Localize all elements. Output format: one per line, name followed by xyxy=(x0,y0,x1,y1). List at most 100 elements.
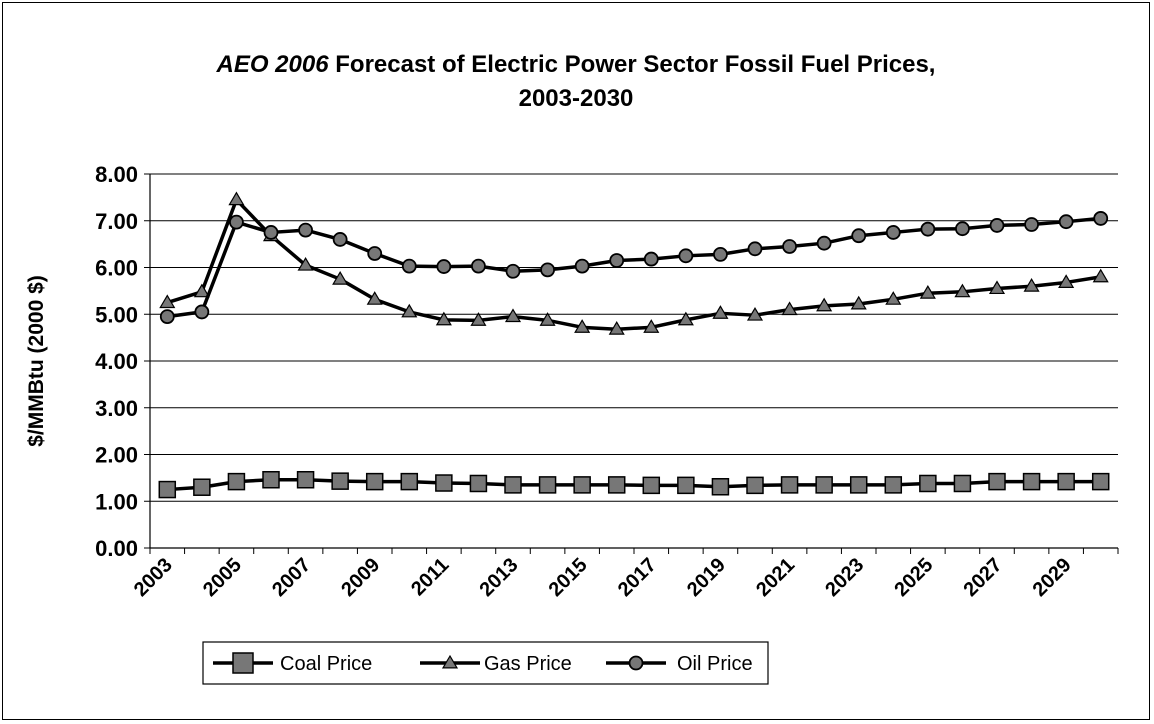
coal-price-point xyxy=(469,474,488,493)
chart-title-text: Forecast of Electric Power Sector Fossil… xyxy=(335,51,936,78)
legend-gas-price-marker xyxy=(441,654,459,669)
coal-price-point xyxy=(1022,472,1041,491)
oil-price-point xyxy=(713,247,728,262)
coal-price-point xyxy=(296,470,315,489)
y-tick-label: 7.00 xyxy=(95,209,138,234)
coal-price-point xyxy=(677,476,695,495)
coal-price-point xyxy=(919,474,937,493)
coal-price-point xyxy=(573,476,591,494)
gas-price-point xyxy=(712,305,729,319)
coal-price-point xyxy=(642,476,661,495)
x-tick-label: 2011 xyxy=(407,554,453,600)
x-tick-label: 2021 xyxy=(752,554,799,601)
x-tick-label: 2017 xyxy=(614,554,661,601)
gas-price-point xyxy=(850,295,867,310)
coal-price-point xyxy=(400,472,419,491)
coal-price-point xyxy=(884,476,903,494)
chart-title: AEO 2006 Forecast of Electric Power Sect… xyxy=(3,48,1149,116)
coal-price-point xyxy=(815,476,833,494)
oil-price-point xyxy=(263,225,279,240)
oil-price-point xyxy=(574,258,590,274)
oil-price-point xyxy=(332,232,348,247)
coal-price-point xyxy=(1091,472,1110,491)
coal-price-point xyxy=(1057,472,1075,491)
y-tick-label: 3.00 xyxy=(95,396,138,421)
y-tick-label: 0.00 xyxy=(95,536,138,561)
gas-price-point xyxy=(1023,278,1040,292)
gas-price-point xyxy=(1058,274,1075,288)
gas-price-point xyxy=(988,280,1006,295)
coal-price-point xyxy=(158,480,177,499)
legend-oil-price-marker xyxy=(628,655,644,671)
oil-price-point xyxy=(885,225,901,240)
legend-gas-price-label: Gas Price xyxy=(484,653,572,675)
gas-price-point xyxy=(919,285,936,299)
gas-price-point xyxy=(1092,268,1109,283)
gas-price-point xyxy=(435,311,452,326)
x-tick-label: 2007 xyxy=(268,554,315,601)
gas-price-point xyxy=(574,319,591,333)
gas-price-point xyxy=(366,291,383,305)
y-axis-label: $/MMBtu (2000 $) xyxy=(25,275,48,447)
gas-price-point xyxy=(228,191,245,206)
oil-price-point xyxy=(540,262,555,278)
x-tick-label: 2009 xyxy=(337,554,384,601)
oil-price-point xyxy=(851,228,867,244)
gas-price-point xyxy=(470,312,487,326)
gas-price-point xyxy=(159,294,176,309)
x-tick-label: 2013 xyxy=(476,554,523,601)
coal-price-point xyxy=(365,472,384,491)
oil-price-point xyxy=(989,218,1005,233)
gas-price-point xyxy=(746,307,764,321)
gas-price-point xyxy=(539,312,556,326)
coal-price-point xyxy=(504,476,522,494)
legend-oil-price-label: Oil Price xyxy=(677,653,753,675)
oil-price-line xyxy=(167,216,1101,319)
gas-price-point xyxy=(193,283,210,298)
oil-price-point xyxy=(298,222,313,238)
coal-price-point xyxy=(953,474,972,493)
x-tick-label: 2015 xyxy=(545,554,592,601)
gas-price-point xyxy=(677,311,694,326)
oil-price-point xyxy=(401,258,417,274)
oil-price-point xyxy=(1024,217,1039,232)
coal-price-point xyxy=(193,478,211,496)
oil-price-point xyxy=(782,239,797,254)
gas-price-point xyxy=(954,283,971,298)
x-tick-label: 2023 xyxy=(821,554,868,601)
coal-price-point xyxy=(331,472,349,490)
legend xyxy=(202,641,769,685)
oil-price-point xyxy=(747,241,763,257)
oil-price-point xyxy=(436,259,452,274)
x-tick-label: 2003 xyxy=(130,554,177,601)
chart-title-prefix: AEO 2006 xyxy=(216,51,329,78)
oil-price-point xyxy=(229,214,244,230)
gas-price-point xyxy=(332,271,349,285)
oil-price-point xyxy=(505,263,521,279)
oil-price-point xyxy=(159,309,175,324)
gas-price-point xyxy=(885,291,902,305)
gas-price-point xyxy=(401,303,418,318)
y-tick-label: 1.00 xyxy=(95,489,138,514)
x-tick-label: 2025 xyxy=(890,554,937,601)
coal-price-point xyxy=(988,472,1006,491)
coal-price-point xyxy=(711,478,730,496)
coal-price-point xyxy=(746,476,764,495)
coal-price-point xyxy=(538,476,557,494)
coal-price-line xyxy=(167,477,1101,492)
gas-price-point xyxy=(643,319,660,333)
y-tick-label: 2.00 xyxy=(95,443,138,468)
legend-coal-price-marker xyxy=(232,652,254,674)
x-tick-label: 2019 xyxy=(683,554,730,601)
legend-coal-price-label: Coal Price xyxy=(280,653,372,675)
oil-price-point xyxy=(920,221,936,237)
coal-price-point xyxy=(780,476,799,494)
gas-price-point xyxy=(608,321,625,335)
x-tick-label: 2027 xyxy=(960,554,1007,601)
coal-price-point xyxy=(607,476,626,494)
oil-price-point xyxy=(609,253,625,268)
oil-price-point xyxy=(367,246,383,261)
y-tick-label: 8.00 xyxy=(95,162,138,187)
oil-price-point xyxy=(1093,211,1109,226)
